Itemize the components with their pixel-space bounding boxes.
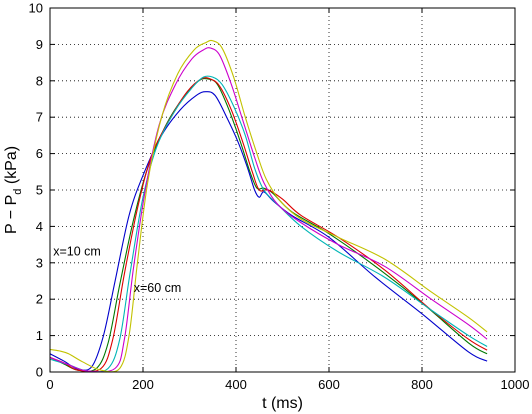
series-line-1 bbox=[49, 91, 488, 371]
x-tick-label: 800 bbox=[411, 377, 433, 392]
x-tick-label: 1000 bbox=[501, 377, 530, 392]
y-tick-label: 6 bbox=[36, 146, 43, 161]
ticks bbox=[49, 7, 516, 373]
y-axis-title-unit: (kPa) bbox=[3, 146, 20, 189]
y-tick-label: 0 bbox=[36, 365, 43, 380]
y-tick-label: 7 bbox=[36, 110, 43, 125]
tick-labels: 0 200 400 600 800 1000 0 1 2 3 4 5 6 7 8 9 10 bbox=[29, 1, 530, 393]
y-axis-title: P − Pd (kPa) bbox=[3, 146, 24, 234]
y-tick-label: 5 bbox=[36, 183, 43, 198]
series-line-6 bbox=[49, 39, 488, 373]
x-tick-label: 400 bbox=[225, 377, 247, 392]
y-tick-label: 1 bbox=[36, 328, 43, 343]
annotation-x10: x=10 cm bbox=[53, 245, 101, 259]
series-line-4 bbox=[49, 75, 488, 373]
series-line-5 bbox=[49, 47, 488, 373]
y-axis-title-subscript: d bbox=[12, 189, 24, 195]
y-axis-title-main: P − P bbox=[3, 195, 20, 234]
y-tick-label: 9 bbox=[36, 37, 43, 52]
y-tick-label: 10 bbox=[29, 1, 43, 16]
y-tick-label: 8 bbox=[36, 73, 43, 88]
series-line-2 bbox=[49, 78, 488, 372]
y-tick-label: 2 bbox=[36, 292, 43, 307]
x-axis-title: t (ms) bbox=[262, 395, 303, 412]
y-tick-label: 4 bbox=[36, 219, 43, 234]
x-tick-label: 0 bbox=[46, 377, 53, 392]
grid bbox=[50, 8, 515, 372]
annotation-x60: x=60 cm bbox=[134, 281, 182, 295]
x-tick-label: 600 bbox=[318, 377, 340, 392]
series-group bbox=[49, 39, 488, 373]
x-tick-label: 200 bbox=[132, 377, 154, 392]
y-tick-label: 3 bbox=[36, 255, 43, 270]
